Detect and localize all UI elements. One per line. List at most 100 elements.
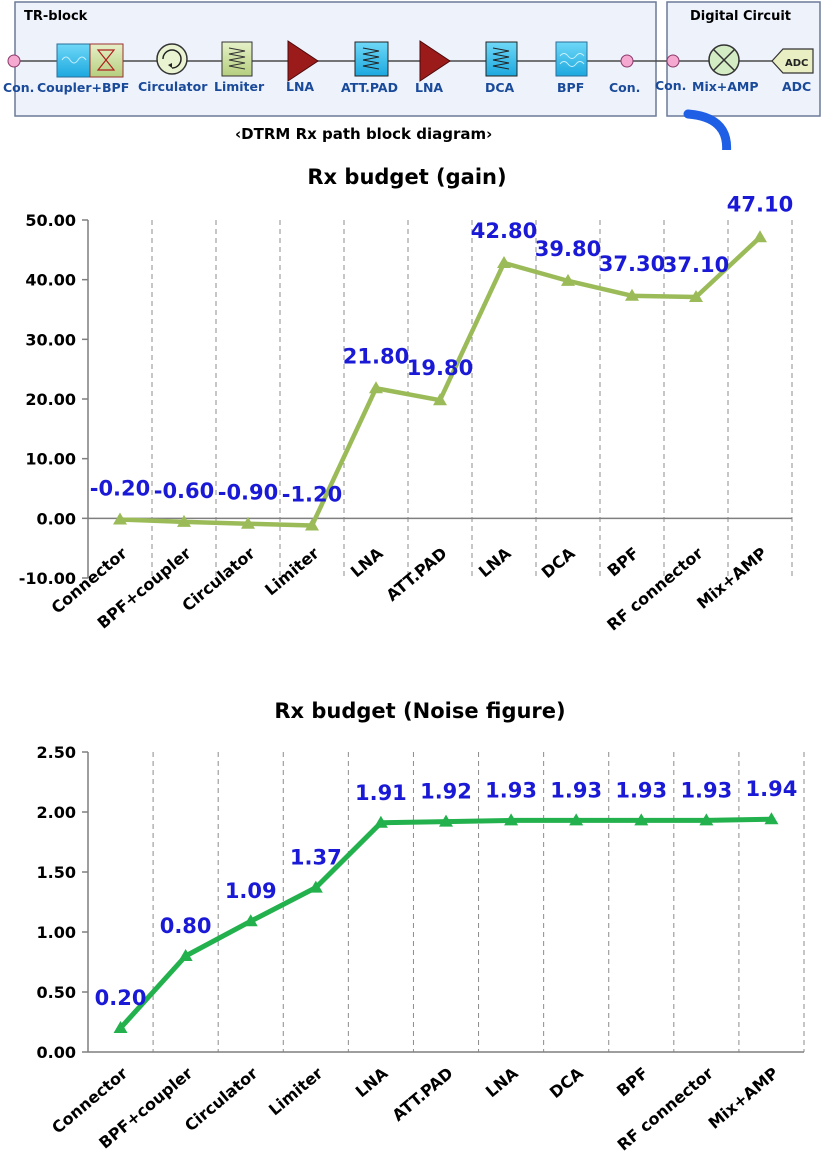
data-label: 1.94: [746, 777, 798, 801]
x-tick-label: BPF: [604, 544, 643, 581]
lna-amplifier-icon: [287, 40, 319, 82]
block-label: LNA: [415, 80, 443, 95]
y-tick-label: 1.50: [37, 863, 76, 882]
block-label: Con.: [3, 80, 34, 95]
limiter-icon: [221, 41, 253, 77]
block-label: Mix+AMP: [692, 79, 759, 94]
x-tick-label: LNA: [347, 543, 387, 581]
block-label: ATT.PAD: [341, 80, 398, 95]
block-label: Circulator: [138, 79, 208, 94]
data-point-marker: [753, 230, 767, 243]
lna-amplifier-icon: [419, 40, 451, 82]
block-label: Con.: [609, 80, 640, 95]
data-label: 1.91: [355, 781, 407, 805]
block-label: Limiter: [214, 79, 265, 94]
noise-figure-chart: Rx budget (Noise figure) 2.50 2.00 1.50 1.0…: [37, 699, 805, 1155]
x-tick-label: ATT.PAD: [383, 544, 451, 605]
data-label: 19.80: [407, 356, 473, 380]
data-label: 1.93: [680, 778, 732, 802]
y-tick-label: 40.00: [25, 271, 76, 290]
data-point-marker: [439, 814, 453, 827]
x-tick-label: Limiter: [265, 1063, 326, 1119]
data-point-marker: [177, 514, 191, 527]
data-point-marker: [243, 914, 258, 927]
data-label: 0.80: [160, 914, 212, 938]
data-point-marker: [305, 518, 319, 531]
data-point-marker: [113, 512, 127, 525]
data-point-marker: [764, 812, 779, 825]
data-label: 1.93: [615, 778, 667, 802]
data-label: 1.09: [225, 879, 277, 903]
data-label: 47.10: [727, 192, 793, 216]
data-point-marker: [369, 381, 383, 394]
svg-text:ADC: ADC: [785, 58, 808, 69]
data-label: 42.80: [471, 219, 537, 243]
x-tick-label: DCA: [546, 1063, 587, 1102]
data-point-marker: [308, 880, 323, 893]
data-label: -0.90: [218, 481, 279, 505]
x-tick-label: LNA: [482, 1063, 522, 1101]
digital-circuit-title: Digital Circuit: [690, 9, 791, 24]
data-point-marker: [433, 393, 447, 406]
data-point-marker: [699, 813, 714, 826]
coupler-bpf-icon: [56, 43, 124, 78]
data-point-marker: [113, 1021, 128, 1033]
mixer-icon: [708, 44, 740, 76]
x-tick-label: BPF: [613, 1064, 652, 1101]
x-tick-label: Circulator: [181, 1063, 261, 1135]
data-point-marker: [178, 949, 193, 961]
connector-dot-icon: [666, 54, 680, 68]
attenuator-icon: [354, 41, 389, 77]
y-tick-label: 2.00: [37, 803, 76, 822]
x-tick-label: Mix+AMP: [705, 1063, 783, 1132]
y-tick-label: 2.50: [37, 743, 76, 762]
block-label: Con.: [655, 78, 686, 93]
x-tick-label: LNA: [352, 1063, 392, 1101]
data-point-marker: [373, 815, 388, 828]
y-tick-label: 10.00: [25, 450, 76, 469]
data-label: 21.80: [343, 344, 409, 368]
y-tick-label: -10.00: [19, 569, 76, 588]
dca-attenuator-icon: [485, 41, 518, 77]
block-label: ADC: [782, 79, 811, 94]
data-label: 1.37: [290, 846, 342, 870]
data-label: 39.80: [535, 237, 601, 261]
data-label: 0.20: [95, 986, 147, 1010]
x-tick-label: ATT.PAD: [389, 1064, 457, 1125]
data-label: 37.30: [599, 252, 665, 276]
adc-icon: ADC: [771, 48, 814, 74]
y-tick-label: 30.00: [25, 330, 76, 349]
diagram-caption: ‹DTRM Rx path block diagram›: [235, 125, 492, 143]
data-label: -0.20: [90, 477, 151, 501]
x-tick-label: LNA: [475, 543, 515, 581]
block-label: Coupler+BPF: [37, 80, 129, 95]
data-label: 1.92: [420, 780, 472, 804]
circulator-icon: [156, 43, 188, 75]
y-tick-label: 0.00: [37, 509, 76, 528]
connector-dot-icon: [7, 54, 21, 68]
x-tick-label: Limiter: [261, 543, 322, 599]
y-tick-label: 0.00: [37, 1043, 76, 1062]
data-label: 37.10: [663, 253, 729, 277]
data-point-marker: [634, 813, 649, 826]
gain-chart: Rx budget (gain) 50.00 40.00 30.00 20.00 10.…: [19, 165, 793, 635]
chart-title: Rx budget (Noise figure): [274, 699, 565, 723]
data-point-marker: [569, 813, 584, 826]
data-point-marker: [561, 273, 575, 286]
y-tick-label: 50.00: [25, 211, 76, 230]
data-label: 1.93: [550, 778, 602, 802]
y-tick-label: 1.00: [37, 923, 76, 942]
bpf-icon: [555, 41, 588, 77]
x-tick-label: DCA: [538, 543, 579, 582]
chart-title: Rx budget (gain): [307, 165, 506, 189]
data-point-marker: [497, 255, 511, 268]
y-tick-label: 20.00: [25, 390, 76, 409]
x-tick-label: Mix+AMP: [693, 543, 771, 612]
data-label: -1.20: [282, 482, 343, 506]
block-label: BPF: [557, 80, 584, 95]
curved-arrow-icon: [683, 109, 731, 150]
data-point-marker: [241, 516, 255, 529]
data-point-marker: [625, 288, 639, 301]
data-point-marker: [504, 813, 519, 826]
data-label: 1.93: [485, 778, 537, 802]
